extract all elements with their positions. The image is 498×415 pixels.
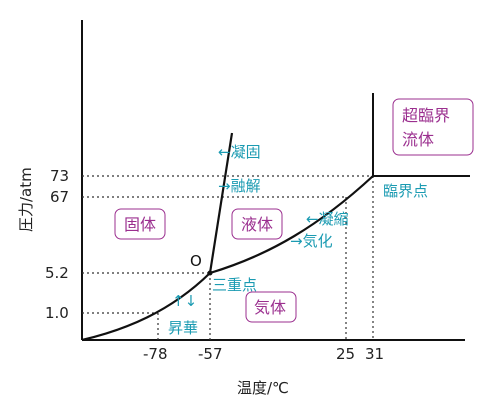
gas-region-box xyxy=(245,291,297,323)
supercritical-label-line2: 流体 xyxy=(402,130,434,149)
sublimation-arrows: ↑↓ xyxy=(172,292,197,310)
supercritical-label-line1: 超臨界 xyxy=(402,106,450,125)
triple-point-label: 三重点 xyxy=(212,276,257,294)
triple-point-marker: O xyxy=(190,252,202,270)
solid-region-label: 固体 xyxy=(124,215,156,234)
supercritical-region-box xyxy=(392,98,474,156)
melting-label: →融解 xyxy=(218,177,261,195)
x-axis-title: 温度/℃ xyxy=(237,379,289,397)
freezing-label: ←凝固 xyxy=(218,143,261,161)
critical-point-label: 臨界点 xyxy=(383,182,428,200)
y-tick-67: 67 xyxy=(50,188,69,206)
reference-lines xyxy=(82,175,374,340)
liquid-region-box xyxy=(231,208,283,240)
vaporization-curve xyxy=(209,175,374,275)
y-tick-73: 73 xyxy=(50,167,69,185)
triple-point-dot xyxy=(207,270,213,276)
x-tick-minus78: -78 xyxy=(143,345,168,363)
melting-curve xyxy=(208,132,234,274)
vaporization-label: →気化 xyxy=(290,232,333,250)
liquid-region-label: 液体 xyxy=(241,215,273,234)
y-axis-title: 圧力/atm xyxy=(17,167,35,232)
sublimation-label: 昇華 xyxy=(168,319,198,337)
x-tick-minus57: -57 xyxy=(198,345,223,363)
condensation-label: ←凝縮 xyxy=(306,210,349,228)
x-tick-25: 25 xyxy=(336,345,355,363)
y-tick-5-2: 5.2 xyxy=(45,264,69,282)
y-tick-1-0: 1.0 xyxy=(45,304,69,322)
solid-region-box xyxy=(114,208,166,240)
gas-region-label: 気体 xyxy=(254,298,286,317)
sublimation-curve xyxy=(81,272,211,342)
x-tick-31: 31 xyxy=(365,345,384,363)
